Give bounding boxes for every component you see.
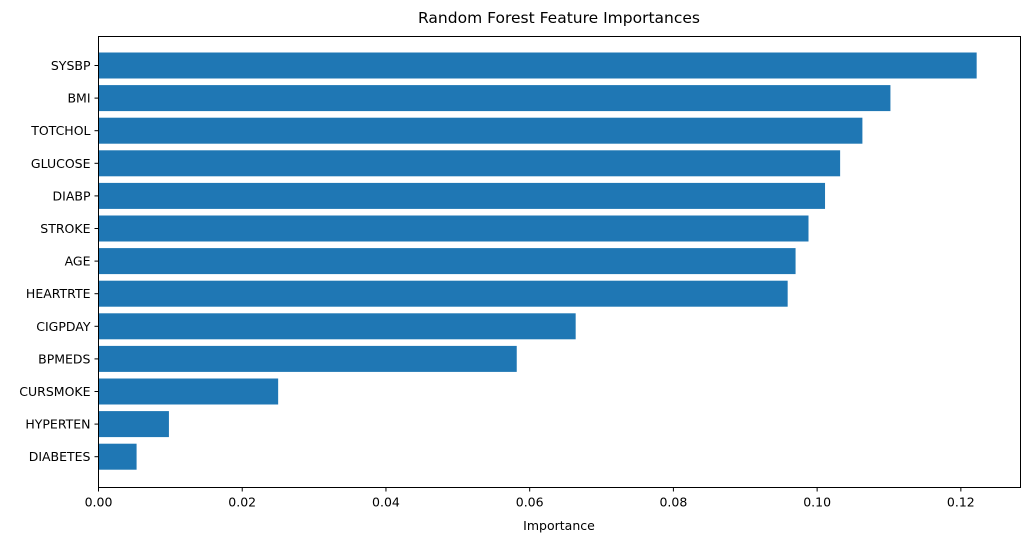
x-tick-label: 0.02: [228, 495, 256, 510]
y-tick-label-diabetes: DIABETES: [29, 449, 91, 464]
y-tick-label-sysbp: SYSBP: [51, 58, 91, 73]
bar-age: [98, 248, 796, 275]
bar-bpmeds: [98, 345, 517, 372]
y-tick-label-bpmeds: BPMEDS: [38, 351, 90, 366]
x-tick-label: 0.10: [803, 495, 831, 510]
bar-diabetes: [98, 443, 137, 470]
x-tick-label: 0.04: [372, 495, 400, 510]
y-tick-label-age: AGE: [65, 254, 91, 269]
x-tick-label: 0.06: [516, 495, 544, 510]
y-tick-label-bmi: BMI: [67, 91, 90, 106]
x-tick-label: 0.08: [659, 495, 687, 510]
y-tick-label-glucose: GLUCOSE: [31, 156, 91, 171]
bar-cursmoke: [98, 378, 279, 405]
bar-cigpday: [98, 313, 576, 340]
chart-title: Random Forest Feature Importances: [418, 9, 700, 27]
bar-diabp: [98, 182, 826, 209]
x-ticks: 0.00 0.02 0.04 0.06 0.08 0.10 0.12: [85, 487, 975, 510]
y-tick-label-stroke: STROKE: [40, 221, 90, 236]
bars-layer: [98, 52, 977, 470]
bar-stroke: [98, 215, 809, 242]
x-axis-label: Importance: [523, 518, 595, 533]
x-tick-label: 0.00: [85, 495, 113, 510]
y-tick-label-cigpday: CIGPDAY: [36, 319, 91, 334]
x-tick-label: 0.12: [947, 495, 975, 510]
bar-hyperten: [98, 411, 169, 438]
y-tick-label-hyperten: HYPERTEN: [25, 417, 90, 432]
y-tick-label-diabp: DIABP: [53, 188, 91, 203]
bar-heartrte: [98, 280, 788, 307]
y-tick-labels: SYSBP BMI TOTCHOL GLUCOSE DIABP STROKE AGE HEAR…: [19, 58, 99, 464]
bar-totchol: [98, 117, 863, 144]
plot-frame: [98, 36, 1021, 488]
bar-glucose: [98, 150, 841, 177]
y-tick-label-cursmoke: CURSMOKE: [19, 384, 90, 399]
y-tick-label-totchol: TOTCHOL: [30, 123, 90, 138]
y-tick-label-heartrte: HEARTRTE: [26, 286, 91, 301]
bar-bmi: [98, 85, 891, 112]
bar-sysbp: [98, 52, 977, 79]
